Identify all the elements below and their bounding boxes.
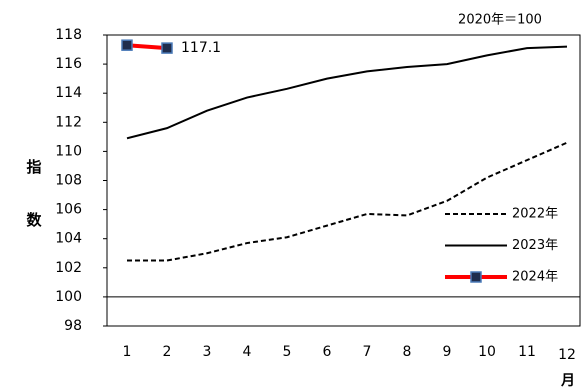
y-tick-label: 116	[55, 56, 82, 72]
legend-marker	[470, 271, 482, 283]
y-tick-label: 104	[55, 231, 82, 247]
x-tick-label: 10	[478, 344, 496, 360]
legend-label: 2023年	[512, 238, 558, 253]
x-tick-label: 12	[558, 347, 576, 363]
x-tick-label: 8	[403, 344, 412, 360]
series-line	[126, 43, 168, 51]
x-tick-label: 2	[163, 344, 172, 360]
data-label: 117.1	[181, 40, 221, 56]
x-tick-label: 5	[283, 344, 292, 360]
legend-label: 2022年	[512, 207, 558, 222]
x-tick-label: 9	[443, 344, 452, 360]
marker	[121, 39, 133, 51]
y-tick-label: 110	[55, 143, 82, 159]
y-tick-label: 118	[55, 27, 82, 43]
y-axis-label: 指数	[25, 158, 43, 265]
y-tick-label: 106	[55, 202, 82, 218]
y-tick-label: 100	[55, 289, 82, 305]
marker	[161, 42, 173, 54]
legend-label: 2024年	[512, 270, 558, 285]
x-tick-label: 1	[123, 344, 132, 360]
y-tick-label: 102	[55, 260, 82, 276]
y-tick-label: 98	[64, 318, 82, 334]
y-tick-label: 108	[55, 173, 82, 189]
x-tick-label: 6	[323, 344, 332, 360]
y-tick-label: 114	[55, 85, 82, 101]
y-tick-label: 112	[55, 114, 82, 130]
annotation: 2020年＝100	[458, 13, 542, 28]
x-axis-label: 月	[560, 373, 575, 389]
x-tick-label: 7	[363, 344, 372, 360]
series-line	[126, 45, 568, 140]
plot-frame	[106, 34, 581, 327]
x-tick-label: 3	[203, 344, 212, 360]
x-tick-label: 4	[243, 344, 252, 360]
x-tick-label: 11	[518, 344, 536, 360]
series-line	[127, 141, 568, 262]
